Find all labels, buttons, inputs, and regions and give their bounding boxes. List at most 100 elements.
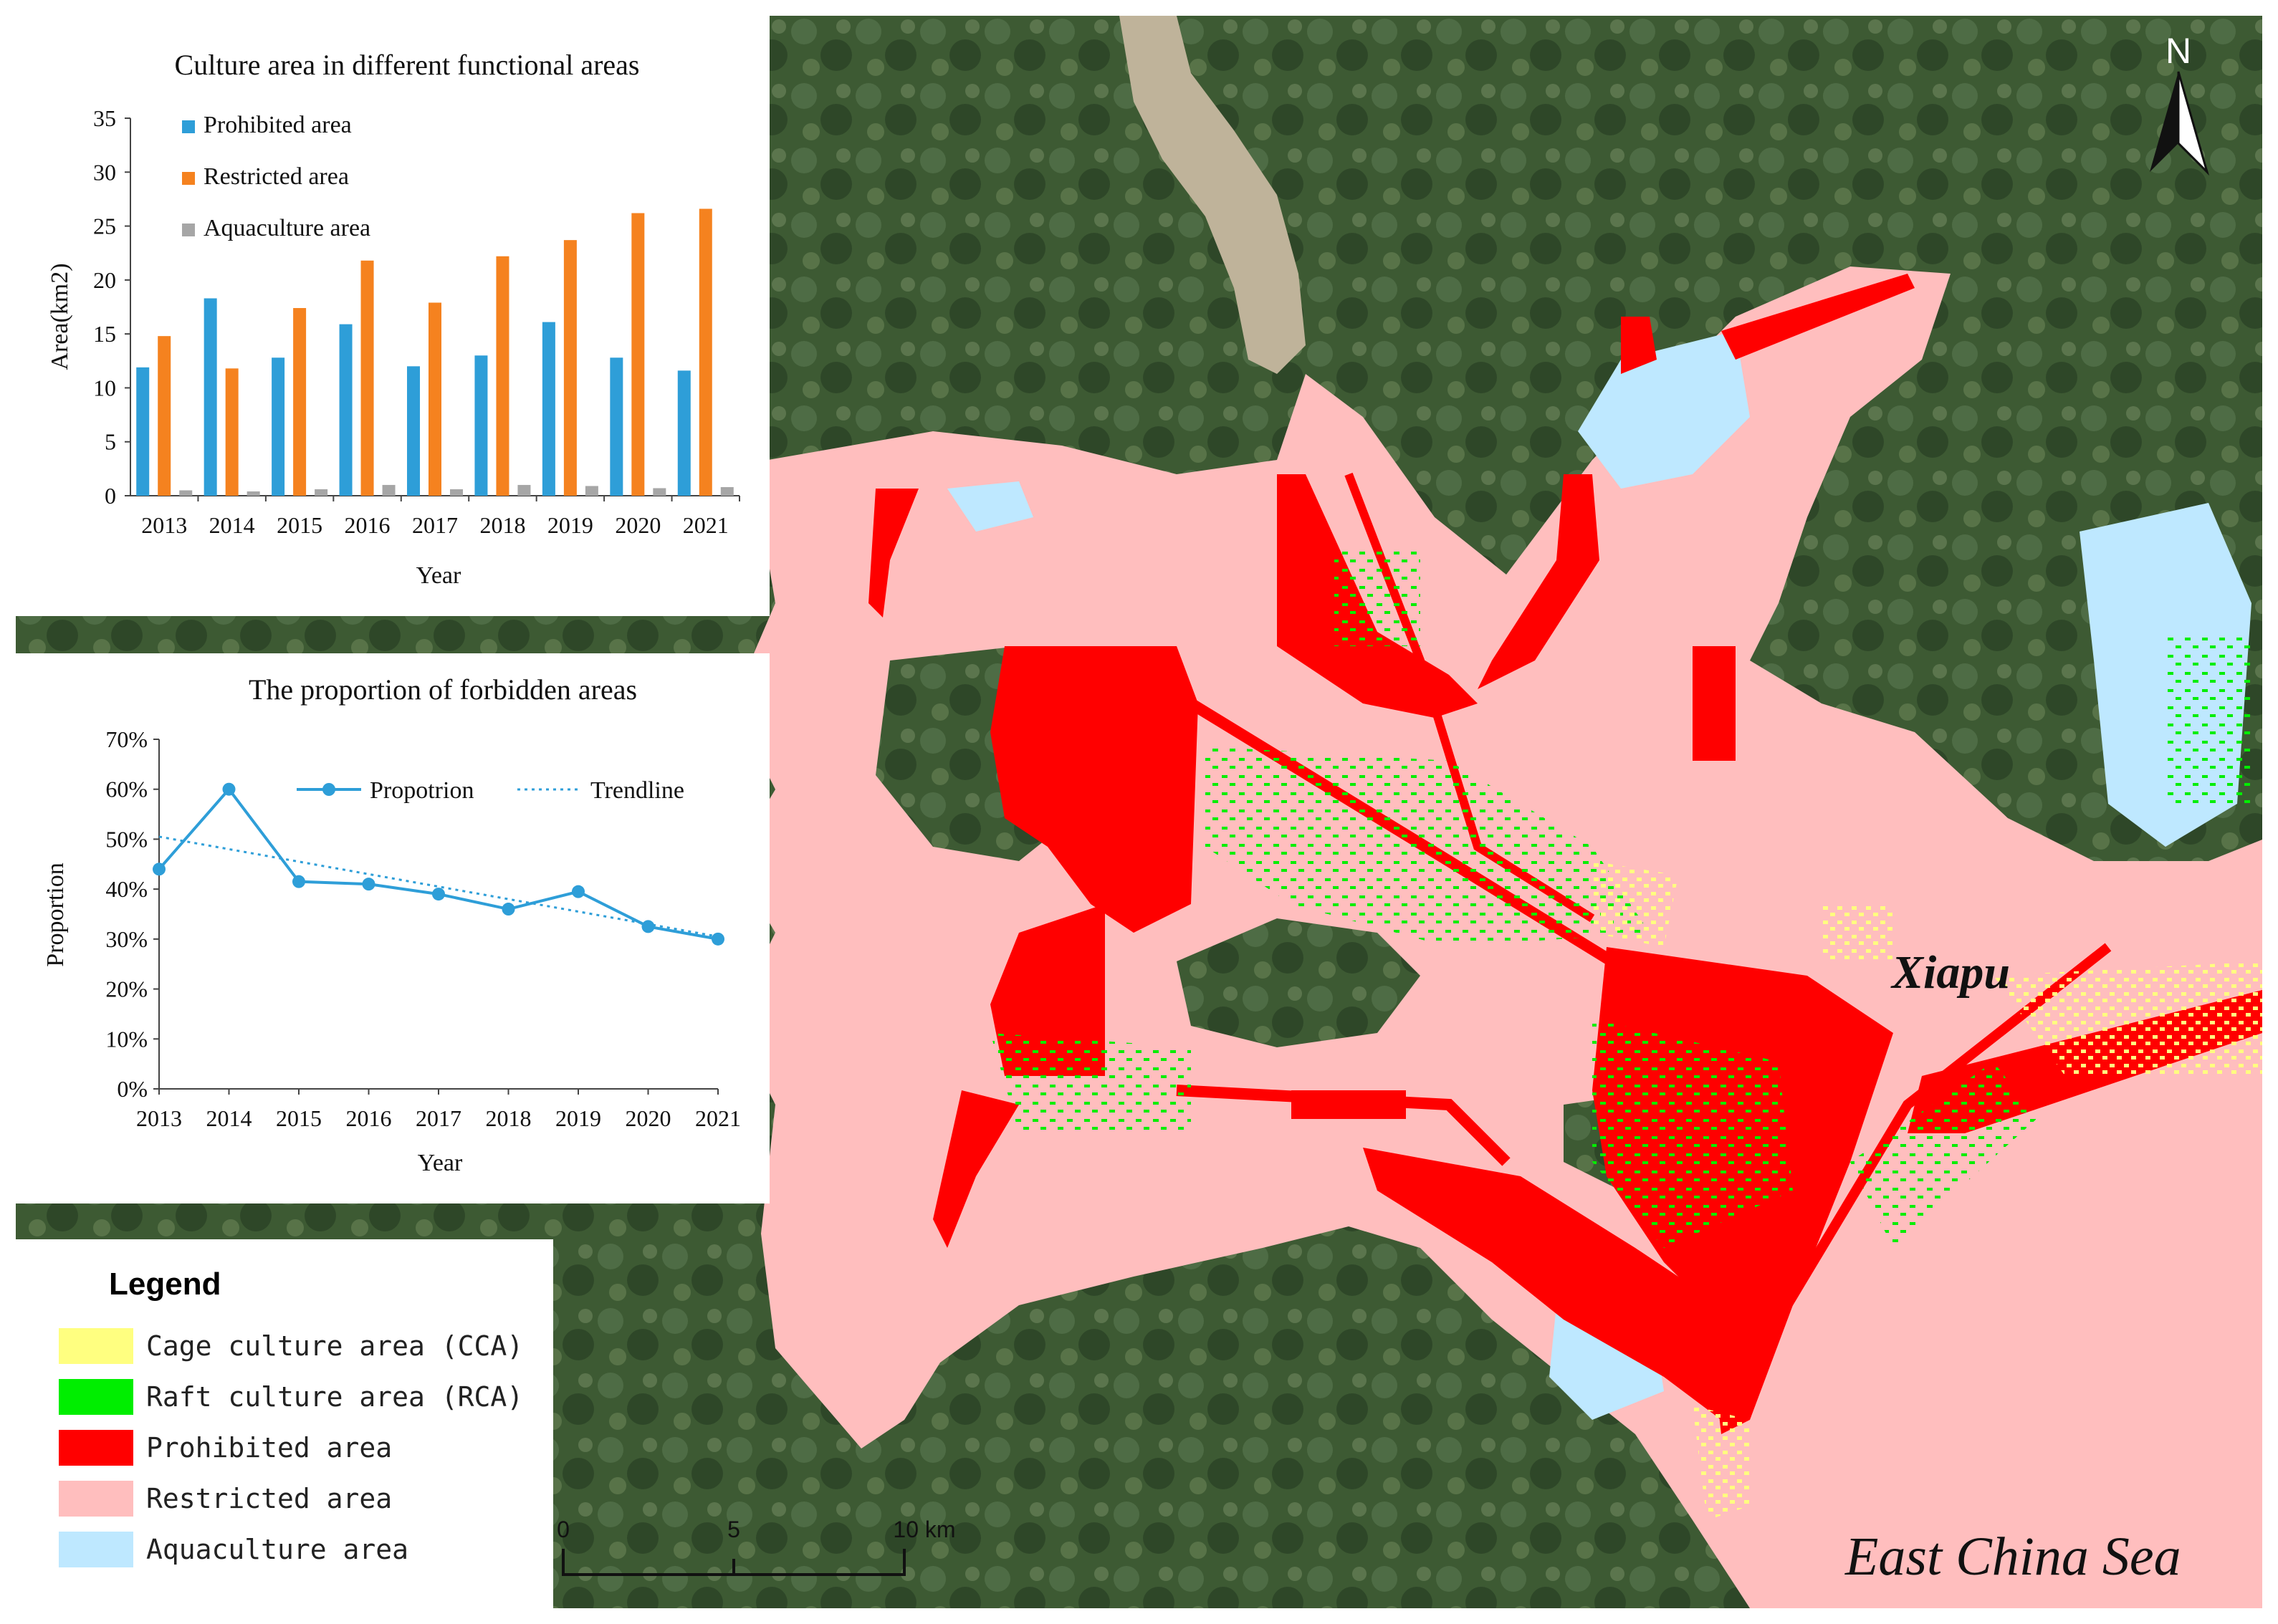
raft-culture-area [990, 1033, 1191, 1133]
bar-aquaculture-area [517, 484, 531, 496]
bar-x-tick-label: 2014 [209, 512, 255, 538]
bar-prohibited-area [610, 357, 623, 496]
line-y-tick-label: 30% [105, 926, 148, 952]
legend-label-aquaculture: Aquaculture area [146, 1534, 409, 1565]
bar-aquaculture-area [382, 484, 396, 496]
line-chart-title: The proportion of forbidden areas [249, 673, 637, 706]
legend-swatch-prohibited [59, 1430, 133, 1466]
legend-swatch-rca [59, 1379, 133, 1415]
legend-swatch-cca [59, 1328, 133, 1364]
proportion-point [432, 888, 445, 901]
bar-y-tick-label: 20 [93, 267, 116, 293]
cage-culture-area [1693, 1406, 1750, 1520]
legend-item-prohibited: Prohibited area [59, 1430, 392, 1466]
line-chart-axes: 0% 10% 20% 30% 40% 50% 60% 70% 2013 2014 2015 2016 2… [105, 726, 741, 1131]
label-xiapu: Xiapu [1892, 946, 2011, 999]
legend-label-cca: Cage culture area (CCA) [146, 1330, 524, 1362]
bar-y-tick-label: 5 [105, 429, 116, 455]
bar-x-tick-label: 2020 [615, 512, 661, 538]
bar-legend-label: Restricted area [204, 163, 349, 190]
line-x-tick-label: 2021 [695, 1105, 741, 1131]
bar-y-tick-label: 25 [93, 213, 116, 239]
prohibited-area [1693, 646, 1736, 761]
label-east-china-sea: East China Sea [1845, 1527, 2181, 1587]
line-legend-marker [322, 783, 335, 796]
prohibited-area [1277, 474, 1478, 718]
line-chart-marks [153, 782, 724, 946]
line-x-tick-label: 2013 [136, 1105, 182, 1131]
bar-y-tick-label: 35 [93, 105, 116, 131]
line-chart: The proportion of forbidden areas Propor… [42, 673, 741, 1176]
bar-chart-legend: Prohibited area Restricted area Aquacultur… [182, 112, 370, 241]
bar-restricted-area [563, 240, 577, 496]
proportion-point [222, 782, 236, 796]
raft-culture-area [1205, 746, 1650, 947]
bar-x-tick-label: 2018 [479, 512, 525, 538]
line-x-tick-label: 2017 [416, 1105, 461, 1131]
scale-label-5: 5 [727, 1517, 740, 1542]
bar-legend-swatch [182, 120, 195, 133]
proportion-point [712, 932, 724, 946]
bar-y-tick-label: 10 [93, 375, 116, 400]
scale-bar-line [562, 1549, 906, 1576]
prohibited-area [990, 646, 1198, 933]
line-y-tick-label: 50% [105, 826, 148, 852]
line-y-tick-label: 20% [105, 976, 148, 1002]
bar-restricted-area [429, 302, 441, 496]
bar-chart-xlabel: Year [416, 562, 461, 589]
bar-legend-swatch [182, 224, 195, 236]
legend-item-rca: Raft culture area (RCA) [59, 1379, 523, 1415]
cage-culture-area [1592, 861, 1678, 947]
legend-label-restricted: Restricted area [146, 1483, 393, 1514]
legend-label-prohibited: Prohibited area [146, 1432, 393, 1464]
line-x-tick-label: 2020 [626, 1105, 671, 1131]
scale-label-10km: 10 km [893, 1517, 955, 1542]
bar-aquaculture-area [653, 488, 666, 496]
bar-chart-title: Culture area in different functional are… [175, 49, 640, 81]
proportion-point [292, 875, 305, 888]
bar-restricted-area [631, 213, 645, 496]
proportion-point [153, 863, 166, 876]
bar-x-tick-label: 2013 [141, 512, 187, 538]
line-x-tick-label: 2016 [346, 1105, 392, 1131]
island [1177, 918, 1420, 1047]
bar-restricted-area [360, 260, 374, 496]
raft-culture-area [1850, 1062, 2037, 1248]
bar-prohibited-area [272, 357, 285, 496]
prohibited-area [1363, 1148, 1721, 1420]
line-chart-legend: Propotrion Trendline [297, 777, 684, 804]
bar-x-tick-label: 2016 [345, 512, 391, 538]
line-x-tick-label: 2019 [555, 1105, 601, 1131]
legend-item-aquaculture: Aquaculture area [59, 1532, 408, 1567]
bar-x-tick-label: 2015 [277, 512, 322, 538]
bar-aquaculture-area [315, 489, 328, 496]
bar-prohibited-area [204, 298, 217, 496]
proportion-point [502, 903, 515, 916]
bar-y-tick-label: 15 [93, 321, 116, 347]
line-y-tick-label: 70% [105, 726, 148, 752]
bar-aquaculture-area [450, 489, 463, 496]
bar-chart-marks [136, 208, 734, 496]
line-x-tick-label: 2014 [206, 1105, 252, 1131]
scale-bar: 0 5 10 km [557, 1517, 956, 1576]
proportion-point [572, 885, 585, 898]
line-y-tick-label: 60% [105, 777, 148, 802]
legend-title: Legend [109, 1267, 221, 1302]
bar-aquaculture-area [179, 490, 193, 496]
bar-aquaculture-area [247, 491, 260, 496]
bar-chart: Culture area in different functional are… [47, 49, 740, 589]
bar-legend-label: Aquaculture area [204, 215, 370, 241]
line-chart-ylabel: Proportion [42, 863, 69, 966]
prohibited-area [1478, 474, 1599, 689]
line-y-tick-label: 40% [105, 876, 148, 902]
line-y-tick-label: 0% [117, 1076, 148, 1102]
north-label: N [2165, 31, 2191, 71]
bar-chart-panel: Culture area in different functional are… [16, 16, 770, 616]
bar-prohibited-area [407, 366, 420, 496]
line-legend-label: Trendline [590, 777, 684, 804]
bar-prohibited-area [339, 324, 353, 496]
bar-restricted-area [293, 308, 307, 496]
river [1119, 16, 1306, 374]
proportion-point [641, 920, 655, 933]
prohibited-area [990, 904, 1105, 1076]
